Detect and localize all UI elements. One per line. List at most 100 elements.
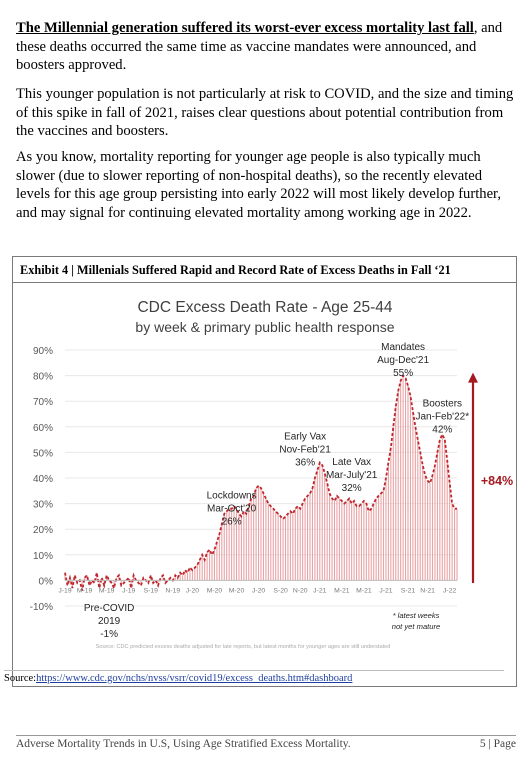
excess-death-line	[64, 374, 457, 591]
week-bar	[84, 577, 86, 581]
week-bar	[356, 506, 358, 581]
week-bar	[348, 498, 350, 581]
week-bar	[250, 498, 252, 581]
week-bar	[194, 567, 196, 581]
week-bar	[434, 465, 436, 581]
week-bar	[235, 508, 238, 581]
x-tick-label: N-19	[165, 587, 180, 594]
paragraph-2: This younger population is not particula…	[16, 86, 514, 139]
week-bar	[378, 495, 380, 581]
week-bar	[392, 426, 394, 581]
week-bar	[277, 513, 279, 581]
increase-arrow-head	[468, 372, 478, 383]
week-bar	[209, 549, 211, 581]
week-bar	[409, 396, 411, 581]
annotation-text: Boosters	[423, 398, 462, 409]
week-bar	[174, 575, 176, 581]
week-bar	[412, 411, 414, 581]
y-tick-label: 70%	[33, 397, 53, 408]
week-bar	[397, 390, 399, 581]
week-bar	[270, 506, 272, 581]
week-bar	[414, 426, 416, 581]
week-bar	[226, 511, 228, 581]
y-axis-tick-labels: 90% 80% 70% 60% 50% 40% 30% 20% 10% 0% -10%	[30, 346, 53, 613]
week-bar	[201, 554, 203, 581]
week-bar	[199, 559, 201, 581]
x-tick-label: J-20	[252, 587, 265, 594]
x-tick-label: N-20	[293, 587, 308, 594]
bar-series	[64, 375, 458, 591]
week-bar	[245, 513, 247, 581]
annotation-text: 42%	[432, 424, 452, 435]
paragraph-3: As you know, mortality reporting for you…	[16, 149, 501, 221]
week-bar	[405, 378, 407, 581]
y-tick-label: -10%	[30, 602, 53, 613]
week-bar	[297, 506, 299, 581]
annotation-text: 2019	[98, 616, 121, 627]
latest-weeks-footnote: * latest weeks not yet mature	[392, 611, 441, 631]
chart-source-note: Source: CDC predicted excess deaths adju…	[96, 644, 391, 650]
week-bar	[449, 483, 451, 581]
week-bar	[422, 465, 424, 581]
footnote-text: * latest weeks	[393, 611, 440, 620]
week-bar	[179, 572, 181, 581]
footer-page-number: 5 | Page	[479, 738, 516, 750]
x-tick-label: N-21	[420, 587, 435, 594]
week-bar	[267, 503, 269, 581]
week-bar	[333, 501, 336, 581]
annotation-text: 55%	[393, 368, 413, 379]
week-bar	[206, 552, 208, 581]
week-bar	[211, 554, 213, 581]
week-bar	[439, 439, 441, 581]
week-bar	[402, 375, 404, 581]
x-tick-label: S-20	[273, 587, 288, 594]
x-tick-label: J-22	[443, 587, 456, 594]
week-bar	[123, 580, 125, 583]
week-bar	[213, 549, 215, 581]
week-bar	[363, 501, 365, 581]
x-tick-label: J-21	[379, 587, 392, 594]
source-link[interactable]: https://www.cdc.gov/nchs/nvss/vsrr/covid…	[36, 673, 353, 684]
week-bar	[184, 570, 186, 581]
exhibit-title: Exhibit 4 | Millenials Suffered Rapid an…	[13, 257, 516, 283]
y-tick-label: 90%	[33, 346, 53, 357]
week-bar	[228, 508, 230, 581]
week-bar	[441, 434, 443, 581]
paragraph-1: The Millennial generation suffered its w…	[16, 19, 516, 75]
week-bar	[81, 580, 83, 591]
week-bar	[446, 460, 448, 581]
week-bar	[248, 506, 250, 581]
week-bar	[424, 475, 426, 581]
x-tick-label: M-21	[334, 587, 350, 594]
week-bar	[324, 472, 326, 581]
week-bar	[265, 498, 267, 581]
y-tick-label: 40%	[33, 474, 53, 485]
annotation-text: 36%	[295, 458, 315, 469]
y-tick-label: 60%	[33, 423, 53, 434]
x-axis-tick-labels: J-19 M-19 M-19 J-19 S-19 N-19 J-20 M-20 M-20 J-20…	[58, 587, 456, 594]
week-bar	[282, 518, 284, 581]
week-bar	[302, 503, 304, 581]
week-bar	[341, 501, 343, 581]
page-footer: Adverse Mortality Trends in U.S, Using A…	[16, 735, 516, 754]
week-bar	[385, 478, 387, 581]
week-bar	[284, 516, 287, 581]
week-bar	[395, 406, 397, 581]
week-bar	[343, 503, 345, 581]
week-bar	[307, 495, 309, 581]
week-bar	[387, 462, 389, 581]
week-bar	[262, 493, 264, 581]
week-bar	[238, 513, 240, 581]
week-bar	[186, 572, 189, 581]
x-tick-label: M-21	[356, 587, 372, 594]
week-bar	[417, 439, 419, 581]
y-tick-label: 50%	[33, 448, 53, 459]
annotation-text: Jan-Feb'22*	[415, 411, 469, 422]
x-tick-label: M-20	[207, 587, 223, 594]
chart-title: CDC Excess Death Rate - Age 25-44	[137, 299, 392, 316]
week-bar	[133, 575, 135, 581]
paragraph-1-rest: , and these deaths occurred the same tim…	[16, 20, 503, 73]
week-bar	[382, 490, 385, 581]
x-tick-label: M-19	[77, 587, 93, 594]
week-bar	[243, 511, 245, 581]
